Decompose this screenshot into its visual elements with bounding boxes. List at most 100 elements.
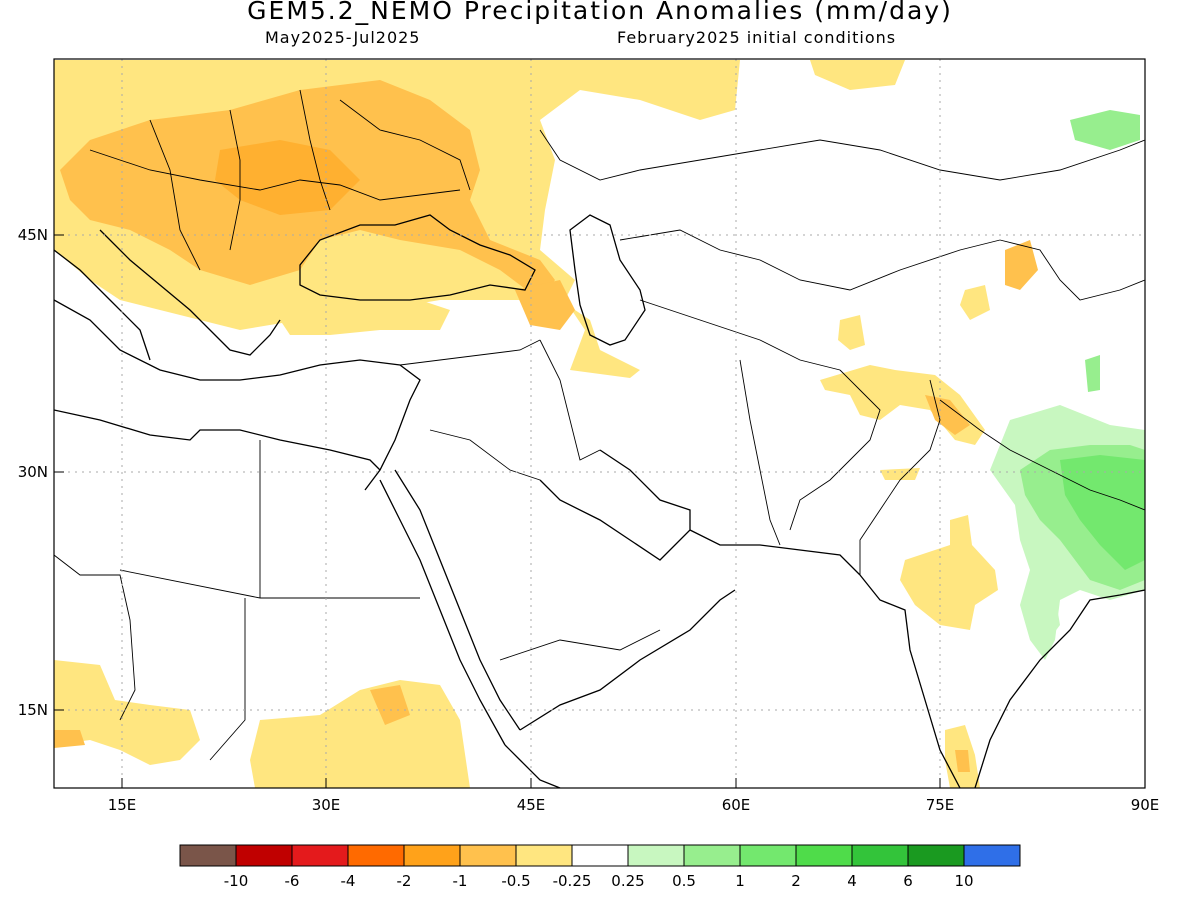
anomaly-region-myanmar: [1060, 455, 1145, 570]
anomaly-region-tian-shan: [1005, 240, 1038, 290]
legend-label-11: 4: [847, 872, 857, 890]
border-ukraine-russia: [339, 99, 471, 191]
lat-label-45: 45N: [18, 226, 48, 244]
legend-label-12: 6: [903, 872, 913, 890]
anomaly-region-sahel-west: [54, 660, 200, 765]
anomaly-region-tibet-small: [1085, 355, 1100, 392]
border-libya-chad: [119, 569, 261, 599]
initial-conditions: February2025 initial conditions: [617, 28, 897, 47]
border-pakistan-india: [859, 379, 941, 575]
axis-ticks: [54, 234, 941, 788]
anomaly-region-pamir: [838, 315, 865, 350]
legend-label-9: 1: [735, 872, 745, 890]
anomaly-region-sudan: [250, 680, 470, 788]
anomaly-region-pakistan: [820, 365, 985, 445]
legend-label-13: 10: [954, 872, 973, 890]
legend-label-4: -1: [453, 872, 468, 890]
legend-label-5: -0.5: [501, 872, 530, 890]
map-title: GEM5.2_NEMO Precipitation Anomalies (mm/…: [247, 0, 953, 25]
legend-swatch-14: [963, 844, 1021, 867]
anomaly-region-south-india-core: [955, 750, 970, 772]
anomaly-region-caucasus: [515, 280, 575, 330]
anomaly-region-gujarat-small: [880, 468, 920, 480]
color-legend: -10 -6 -4 -2 -1 -0.5 -0.25 0.25 0.5 1 2 4 6 10: [179, 844, 1021, 890]
legend-label-8: 0.5: [672, 872, 696, 890]
lon-label-45: 45E: [517, 796, 546, 814]
border-iran-afghan: [739, 359, 781, 546]
border-turkmen-afghan: [639, 299, 841, 371]
border-europe-4: [299, 89, 331, 211]
mediterranean-coast: [54, 299, 421, 491]
lat-label-30: 30N: [18, 463, 48, 481]
anomaly-region-north-light: [810, 60, 905, 90]
legend-swatch-10: [739, 844, 797, 867]
anomaly-region-central-india: [900, 515, 998, 630]
lon-label-90: 90E: [1131, 796, 1160, 814]
legend-swatch-7: [571, 844, 629, 867]
red-sea-coast-east: [394, 469, 521, 731]
border-kazakhstan-south: [619, 229, 1001, 291]
persian-gulf-coast: [539, 449, 691, 561]
border-turkey-south: [399, 339, 541, 366]
india-west-coast: [859, 574, 961, 788]
lon-label-15: 15E: [108, 796, 137, 814]
anomaly-region-tibet-north: [1070, 110, 1140, 150]
india-east-coast: [974, 589, 1145, 788]
legend-swatch-2: [291, 844, 349, 867]
anomaly-region-bay-of-bengal: [1025, 595, 1060, 645]
border-india-nepal-china: [939, 399, 1145, 511]
legend-swatch-13: [907, 844, 965, 867]
legend-swatch-3: [347, 844, 405, 867]
iran-coast: [689, 529, 861, 576]
balkan-coast: [99, 229, 281, 356]
legend-swatch-11: [795, 844, 853, 867]
border-russia-kazakhstan: [539, 129, 1145, 181]
map-frame: [53, 58, 1146, 789]
country-borders: [54, 89, 1145, 761]
black-sea-coast: [299, 214, 536, 301]
legend-label-2: -4: [341, 872, 356, 890]
lat-label-15: 15N: [18, 701, 48, 719]
legend-label-6: -0.25: [553, 872, 592, 890]
border-chad-sudan: [209, 598, 246, 761]
anomaly-region-tian-shan-west: [960, 285, 990, 320]
lon-label-30: 30E: [312, 796, 341, 814]
anomaly-region-sudan-core: [370, 685, 410, 725]
anomaly-region-anatolia: [280, 300, 450, 335]
border-afghan-pakistan: [789, 369, 881, 531]
border-saudi-yemen: [499, 629, 661, 661]
legend-swatch-5: [459, 844, 517, 867]
legend-swatch-9: [683, 844, 741, 867]
border-iraq-iran: [539, 339, 601, 461]
border-europe-2: [149, 119, 201, 271]
legend-label-3: -2: [397, 872, 412, 890]
lon-label-75: 75E: [926, 796, 955, 814]
anomaly-region-sahel-west-core: [54, 730, 85, 748]
coastlines: [54, 214, 1145, 788]
legend-swatch-1: [235, 844, 293, 867]
legend-swatch-0: [179, 844, 237, 867]
lon-label-60: 60E: [722, 796, 751, 814]
border-iraq-saudi: [429, 429, 541, 481]
anomaly-field: [54, 60, 1145, 788]
border-china-north: [999, 239, 1145, 301]
legend-swatch-6: [515, 844, 573, 867]
legend-swatch-8: [627, 844, 685, 867]
legend-label-10: 2: [791, 872, 801, 890]
legend-label-7: 0.25: [611, 872, 644, 890]
arabia-south-coast: [519, 589, 736, 731]
legend-swatch-4: [403, 844, 461, 867]
anomaly-region-ukraine: [215, 140, 360, 215]
border-europe-1: [89, 149, 461, 201]
horn-of-africa-coast: [504, 744, 561, 788]
border-sahara: [54, 554, 136, 721]
legend-swatch-12: [851, 844, 909, 867]
forecast-period: May2025-Jul2025: [265, 28, 421, 47]
legend-label-1: -6: [285, 872, 300, 890]
border-europe-3: [229, 109, 241, 251]
legend-label-0: -10: [224, 872, 249, 890]
red-sea-coast-west: [379, 479, 506, 746]
caspian-sea-coast: [569, 214, 646, 346]
north-africa-coast: [54, 409, 381, 471]
